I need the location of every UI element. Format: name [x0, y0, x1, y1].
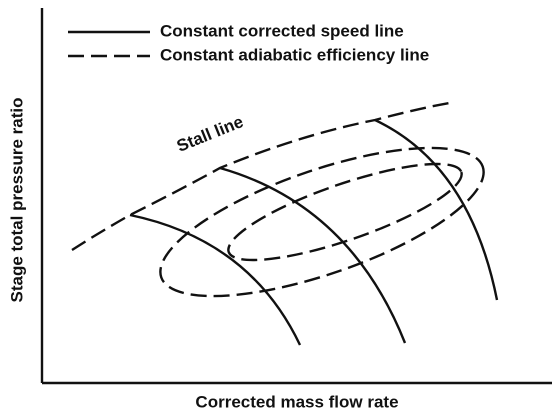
legend-label: Constant adiabatic efficiency line: [160, 45, 429, 64]
efficiency-line: [227, 162, 463, 262]
x-axis-label: Corrected mass flow rate: [195, 392, 398, 411]
y-axis-label: Stage total pressure ratio: [7, 97, 26, 302]
speed-line: [219, 166, 407, 344]
speed-line: [374, 118, 499, 301]
efficiency-line: [159, 146, 485, 298]
speed-line: [129, 213, 302, 346]
stall-label: Stall line: [174, 112, 246, 156]
stall-line: [71, 100, 456, 252]
legend-label: Constant corrected speed line: [160, 21, 404, 40]
